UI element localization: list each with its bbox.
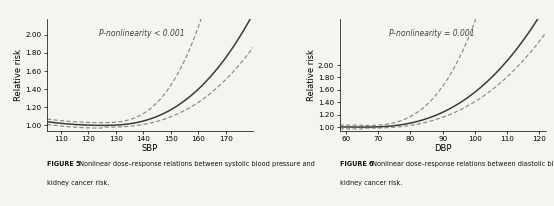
Text: Nonlinear dose–response relations between diastolic blood pressure and: Nonlinear dose–response relations betwee… [370,161,554,167]
Y-axis label: Relative risk: Relative risk [307,49,316,101]
Y-axis label: Relative risk: Relative risk [14,49,23,101]
X-axis label: SBP: SBP [142,144,158,153]
Text: FIGURE 5: FIGURE 5 [47,161,80,167]
Text: P-nonlinearity = 0.001: P-nonlinearity = 0.001 [389,29,475,38]
Text: FIGURE 6: FIGURE 6 [340,161,373,167]
X-axis label: DBP: DBP [434,144,452,153]
Text: kidney cancer risk.: kidney cancer risk. [47,180,110,186]
Text: P-nonlinearity < 0.001: P-nonlinearity < 0.001 [99,29,184,38]
Text: Nonlinear dose–response relations between systolic blood pressure and: Nonlinear dose–response relations betwee… [77,161,315,167]
Text: kidney cancer risk.: kidney cancer risk. [340,180,402,186]
